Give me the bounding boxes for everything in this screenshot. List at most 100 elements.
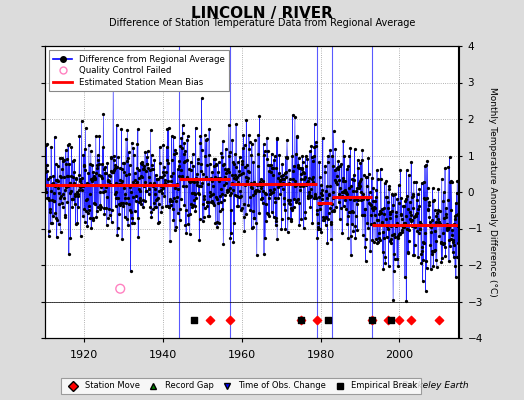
Point: [179, 150, 188, 157]
Point: [93, 165, 101, 171]
Point: [313, 224, 322, 230]
Point: [275, 152, 283, 158]
Point: [117, 166, 126, 172]
Point: [297, 316, 305, 323]
Point: [380, 205, 388, 211]
Point: [173, 194, 181, 200]
Point: [359, 191, 367, 197]
Point: [95, 161, 103, 167]
Point: [155, 219, 163, 226]
Point: [193, 160, 202, 166]
Point: [323, 183, 331, 190]
Text: Berkeley Earth: Berkeley Earth: [402, 381, 469, 390]
Point: [365, 194, 374, 200]
Point: [422, 258, 431, 264]
Point: [169, 134, 178, 140]
Point: [200, 204, 209, 211]
Point: [80, 206, 89, 212]
Point: [94, 171, 103, 178]
Point: [138, 158, 146, 165]
Point: [120, 169, 128, 175]
Point: [215, 220, 223, 226]
Point: [252, 188, 260, 194]
Point: [65, 161, 73, 167]
Point: [369, 220, 378, 226]
Point: [145, 190, 153, 197]
Point: [97, 184, 105, 191]
Point: [196, 182, 205, 189]
Point: [204, 181, 212, 188]
Point: [353, 185, 361, 192]
Point: [66, 180, 74, 186]
Point: [64, 141, 73, 148]
Point: [439, 240, 447, 247]
Point: [331, 167, 339, 173]
Point: [151, 204, 159, 210]
Point: [452, 274, 460, 280]
Point: [308, 220, 316, 226]
Point: [268, 209, 276, 216]
Point: [88, 176, 96, 182]
Point: [417, 250, 425, 257]
Point: [263, 135, 271, 141]
Point: [333, 173, 341, 179]
Point: [369, 185, 377, 191]
Point: [429, 198, 437, 204]
Point: [143, 153, 151, 160]
Point: [390, 231, 398, 238]
Point: [439, 230, 447, 236]
Point: [166, 198, 174, 204]
Point: [340, 202, 348, 209]
Point: [154, 220, 162, 227]
Point: [336, 216, 344, 222]
Point: [375, 230, 383, 236]
Point: [57, 174, 65, 180]
Point: [327, 219, 335, 225]
Point: [103, 160, 112, 166]
Point: [377, 210, 386, 216]
Point: [98, 160, 106, 167]
Point: [163, 126, 171, 132]
Point: [454, 240, 462, 246]
Point: [322, 187, 330, 194]
Point: [307, 186, 315, 192]
Point: [46, 209, 54, 215]
Point: [268, 165, 277, 172]
Point: [411, 242, 419, 248]
Point: [414, 203, 423, 210]
Point: [145, 186, 154, 192]
Point: [333, 181, 342, 187]
Point: [453, 254, 461, 260]
Point: [289, 203, 298, 210]
Point: [296, 164, 304, 171]
Text: Difference of Station Temperature Data from Regional Average: Difference of Station Temperature Data f…: [109, 18, 415, 28]
Point: [436, 220, 445, 227]
Point: [230, 239, 238, 245]
Point: [125, 149, 133, 155]
Point: [344, 213, 352, 219]
Point: [434, 218, 443, 225]
Point: [329, 195, 337, 201]
Point: [283, 229, 292, 236]
Point: [245, 139, 254, 145]
Point: [332, 204, 340, 210]
Point: [407, 316, 416, 323]
Point: [259, 141, 268, 148]
Point: [190, 190, 198, 196]
Point: [156, 144, 164, 150]
Point: [426, 242, 434, 248]
Point: [450, 242, 458, 248]
Point: [448, 227, 456, 234]
Point: [227, 230, 235, 236]
Point: [372, 187, 380, 194]
Point: [442, 211, 451, 217]
Point: [235, 193, 243, 200]
Point: [329, 188, 337, 195]
Point: [376, 208, 384, 214]
Point: [107, 154, 115, 160]
Point: [136, 195, 144, 202]
Point: [141, 168, 150, 174]
Point: [253, 187, 261, 193]
Point: [395, 199, 403, 206]
Point: [41, 142, 50, 149]
